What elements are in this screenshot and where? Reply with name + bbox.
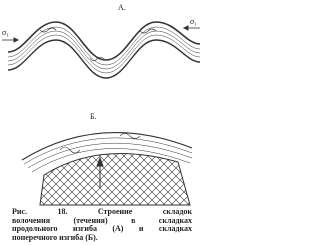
- caption: Рис. 18. Строение складок волочения (теч…: [12, 207, 192, 243]
- page: А. σ₁ σ₁ Б. Рис. 18. Строение складок во…: [2, 3, 201, 243]
- caption-line: поперечного изгиба (Б).: [12, 233, 98, 243]
- label-a: А.: [118, 3, 126, 12]
- stress-arrows: [2, 25, 200, 43]
- stress-label: σ₁: [190, 17, 197, 26]
- fold-b: [21, 131, 193, 206]
- caption-line: продольного изгиба (А) и складках: [12, 224, 192, 234]
- label-b: Б.: [90, 112, 97, 121]
- stress-label: σ₁: [2, 28, 9, 37]
- figure: А. σ₁ σ₁ Б.: [2, 3, 201, 206]
- caption-line: волочения (течения) в складках: [12, 215, 192, 225]
- caption-line: Рис. 18. Строение складок: [12, 207, 192, 216]
- fold-a: [7, 21, 201, 79]
